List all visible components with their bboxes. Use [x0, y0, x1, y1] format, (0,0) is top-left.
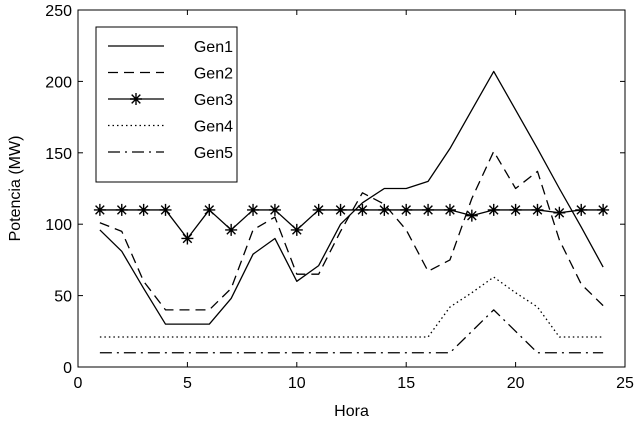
data-point-gen3 — [553, 206, 566, 219]
series-gen1 — [99, 70, 604, 325]
legend-item-gen4: Gen4 — [108, 119, 233, 136]
x-axis-label: Hora — [334, 403, 369, 420]
data-point-gen3 — [509, 203, 522, 216]
data-point-gen3 — [465, 209, 478, 222]
series-gen5 — [99, 309, 604, 354]
legend-label: Gen4 — [194, 119, 233, 136]
data-point-gen3 — [334, 203, 347, 216]
legend-label: Gen1 — [194, 39, 233, 56]
data-point-gen3 — [356, 203, 369, 216]
series-gen2 — [99, 150, 604, 311]
data-point-gen3 — [378, 203, 391, 216]
series-line-gen5 — [99, 309, 604, 354]
legend-item-gen3: Gen3 — [108, 92, 233, 109]
y-tick-label: 50 — [54, 289, 72, 306]
data-point-gen3 — [268, 203, 281, 216]
data-point-gen3 — [137, 203, 150, 216]
data-point-gen3 — [290, 223, 303, 236]
data-point-gen3 — [422, 203, 435, 216]
data-point-gen3 — [203, 203, 216, 216]
legend-box — [95, 26, 238, 183]
x-tick-label: 5 — [183, 375, 192, 392]
x-tick-label: 0 — [74, 375, 83, 392]
series-line-gen1 — [99, 70, 604, 325]
legend-item-gen5: Gen5 — [108, 145, 233, 162]
x-tick-label: 25 — [616, 375, 634, 392]
data-point-gen3 — [443, 203, 456, 216]
data-point-gen3 — [487, 203, 500, 216]
legend-label: Gen2 — [194, 66, 233, 83]
x-tick-label: 20 — [507, 375, 525, 392]
legend-label: Gen5 — [194, 145, 233, 162]
data-point-gen3 — [247, 203, 260, 216]
y-tick-label: 100 — [45, 217, 72, 234]
x-tick-label: 10 — [288, 375, 306, 392]
legend-item-gen2: Gen2 — [108, 66, 233, 83]
series-line-gen2 — [99, 150, 604, 311]
data-point-gen3 — [312, 203, 325, 216]
y-axis-label: Potencia (MW) — [7, 136, 24, 242]
data-point-gen3 — [531, 203, 544, 216]
x-tick-label: 15 — [397, 375, 415, 392]
legend-label: Gen3 — [194, 92, 233, 109]
legend-item-gen1: Gen1 — [108, 39, 233, 56]
data-point-gen3 — [115, 203, 128, 216]
series-gen3 — [93, 203, 610, 245]
data-point-gen3 — [159, 203, 172, 216]
data-point-gen3 — [225, 223, 238, 236]
y-tick-label: 200 — [45, 74, 72, 91]
data-point-gen3 — [597, 203, 610, 216]
y-tick-label: 150 — [45, 146, 72, 163]
plot-frame — [77, 9, 626, 368]
y-tick-label: 250 — [45, 3, 72, 20]
data-point-gen3 — [400, 203, 413, 216]
data-point-gen3 — [181, 232, 194, 245]
legend: Gen1 Gen2 Gen3 Gen4 Gen5 — [95, 26, 238, 183]
data-point-gen3 — [93, 203, 106, 216]
y-tick-label: 0 — [63, 360, 72, 377]
series-group — [93, 70, 610, 354]
legend-marker — [130, 93, 142, 105]
data-point-gen3 — [575, 203, 588, 216]
